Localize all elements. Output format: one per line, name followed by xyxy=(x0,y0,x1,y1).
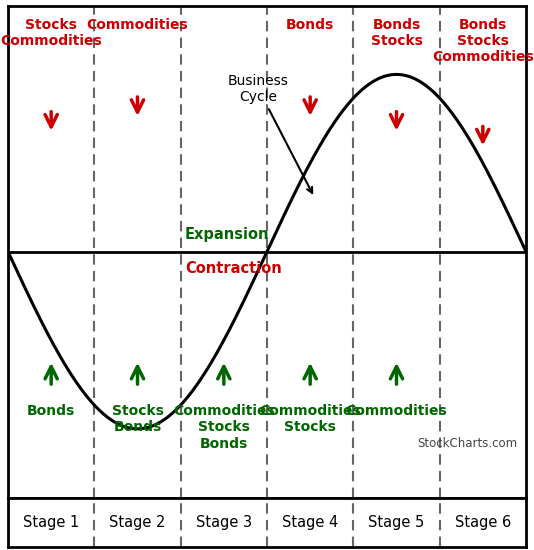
Text: Business
Cycle: Business Cycle xyxy=(228,74,312,193)
Text: Commodities: Commodities xyxy=(345,404,447,418)
Text: Contraction: Contraction xyxy=(185,261,282,277)
Text: Stage 2: Stage 2 xyxy=(109,515,166,530)
Text: Stocks
Commodities: Stocks Commodities xyxy=(1,18,102,48)
Text: Stage 5: Stage 5 xyxy=(368,515,425,530)
Text: Bonds: Bonds xyxy=(286,18,334,32)
Text: Bonds
Stocks: Bonds Stocks xyxy=(371,18,422,48)
Text: Commodities
Stocks
Bonds: Commodities Stocks Bonds xyxy=(173,404,274,450)
Text: Stage 1: Stage 1 xyxy=(23,515,80,530)
Text: Bonds
Stocks
Commodities: Bonds Stocks Commodities xyxy=(432,18,533,64)
Text: Bonds: Bonds xyxy=(27,404,75,418)
Text: Stage 6: Stage 6 xyxy=(454,515,511,530)
Text: StockCharts.com: StockCharts.com xyxy=(417,437,517,450)
Text: Commodities
Stocks: Commodities Stocks xyxy=(260,404,361,434)
Text: Commodities: Commodities xyxy=(87,18,189,32)
Text: Stage 3: Stage 3 xyxy=(196,515,252,530)
Text: Expansion: Expansion xyxy=(185,227,270,242)
Text: Stage 4: Stage 4 xyxy=(282,515,339,530)
Text: Stocks
Bonds: Stocks Bonds xyxy=(112,404,163,434)
